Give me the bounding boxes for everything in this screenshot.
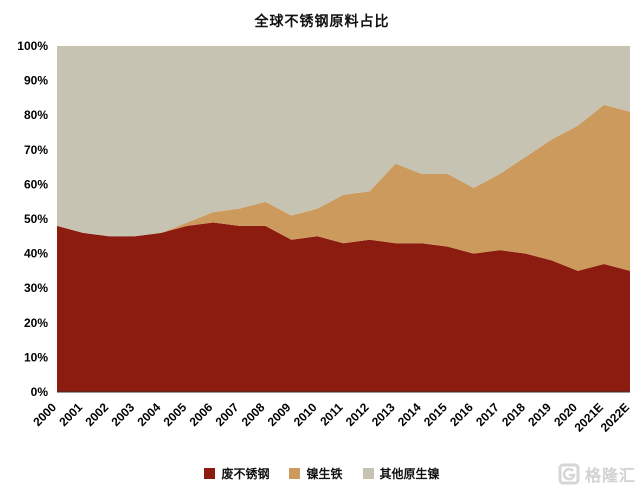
legend-label-other-primary-nickel: 其他原生镍 xyxy=(379,467,440,481)
legend-item-nickel-pig-iron: 镍生铁 xyxy=(289,465,343,482)
x-axis-tick-label: 2022E xyxy=(598,400,632,434)
legend-swatch-scrap-stainless xyxy=(204,468,216,479)
area-series-1 xyxy=(57,104,630,271)
y-axis-tick-label: 70% xyxy=(24,143,48,157)
x-axis-tick-label: 2000 xyxy=(30,400,59,429)
legend-label-scrap-stainless: 废不锈钢 xyxy=(221,467,270,481)
x-axis-tick-label: 2018 xyxy=(499,400,528,429)
y-axis-tick-label: 0% xyxy=(31,385,49,399)
x-axis-tick-label: 2016 xyxy=(447,400,476,429)
x-axis-tick-label: 2013 xyxy=(369,400,398,429)
x-axis-tick-label: 2015 xyxy=(421,400,450,429)
y-axis-tick-label: 90% xyxy=(24,74,48,88)
chart-legend: 废不锈钢 镍生铁 其他原生镍 xyxy=(0,465,644,482)
y-axis-tick-label: 20% xyxy=(24,316,48,330)
y-axis-tick-label: 40% xyxy=(24,247,48,261)
x-axis-tick-label: 2019 xyxy=(525,400,554,429)
y-axis-tick-label: 10% xyxy=(24,350,48,364)
chart-title: 全球不锈钢原料占比 xyxy=(254,13,390,29)
legend-swatch-nickel-pig-iron xyxy=(289,468,301,479)
gelonghui-logo-icon xyxy=(558,463,580,485)
x-axis-tick-label: 2001 xyxy=(56,400,85,429)
x-axis-tick-label: 2014 xyxy=(395,400,424,429)
watermark: 格隆汇 xyxy=(558,462,636,486)
x-axis-tick-label: 2021E xyxy=(572,400,606,434)
area-series-2 xyxy=(57,46,630,237)
x-axis-tick-label: 2009 xyxy=(265,400,294,429)
x-axis-tick-label: 2003 xyxy=(108,400,137,429)
y-axis-tick-label: 50% xyxy=(24,212,48,226)
x-axis-tick-label: 2004 xyxy=(135,400,164,429)
watermark-text: 格隆汇 xyxy=(584,468,636,485)
x-axis-tick-label: 2008 xyxy=(239,400,268,429)
legend-item-other-primary-nickel: 其他原生镍 xyxy=(362,465,440,482)
legend-swatch-other-primary-nickel xyxy=(362,468,374,479)
x-axis-tick-label: 2010 xyxy=(291,400,320,429)
y-axis-tick-label: 100% xyxy=(17,39,48,53)
legend-label-nickel-pig-iron: 镍生铁 xyxy=(306,467,343,481)
y-axis-tick-label: 30% xyxy=(24,281,48,295)
stacked-area-chart: 0%10%20%30%40%50%60%70%80%90%100%2000200… xyxy=(17,39,632,435)
legend-item-scrap-stainless: 废不锈钢 xyxy=(204,465,269,482)
x-axis-tick-label: 2017 xyxy=(473,400,502,429)
x-axis-tick-label: 2011 xyxy=(317,400,346,429)
area-series-0 xyxy=(57,222,630,392)
x-axis-tick-label: 2002 xyxy=(82,400,111,429)
x-axis-tick-label: 2007 xyxy=(213,400,242,429)
x-axis-tick-label: 2012 xyxy=(343,400,372,429)
x-axis-tick-label: 2005 xyxy=(161,400,190,429)
x-axis-tick-label: 2006 xyxy=(187,400,216,429)
y-axis-tick-label: 80% xyxy=(24,108,48,122)
y-axis-tick-label: 60% xyxy=(24,177,48,191)
